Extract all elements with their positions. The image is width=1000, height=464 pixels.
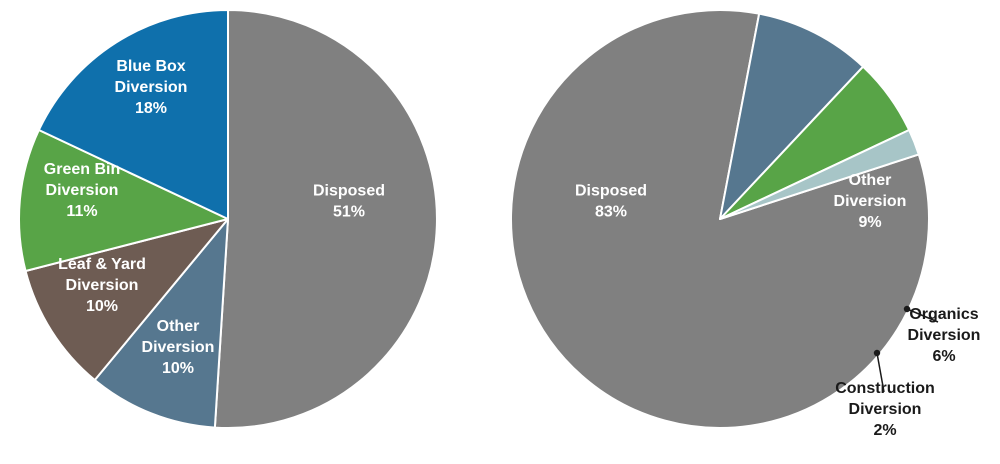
pie-chart-1: Disposed 51% Other Diversion 10% Leaf & Yard D… [18, 9, 438, 429]
pie1-data-label: Green Bin [44, 161, 120, 178]
pie2-data-label: Diversion [849, 401, 922, 418]
pie1-data-label: Diversion [142, 339, 215, 356]
pie1-data-label: Disposed [313, 183, 385, 200]
pie2-slice-construction-diversion [719, 129, 920, 220]
pie2-data-label: 6% [932, 348, 955, 365]
pie2-data-label: 9% [858, 214, 881, 231]
pie1-slice-green-bin-diversion [18, 129, 229, 272]
pie1-data-label: Diversion [66, 277, 139, 294]
pie1-slice-disposed [213, 9, 438, 429]
pie2-data-label: Diversion [908, 327, 981, 344]
pie2-data-label: 83% [595, 204, 627, 221]
pie1-data-label: Diversion [46, 182, 119, 199]
pie2-leader-line [906, 308, 939, 323]
pie1-data-label: Leaf & Yard [58, 256, 146, 273]
pie1-data-label: Diversion [115, 79, 188, 96]
pie2-data-label: 2% [873, 422, 896, 439]
pie2-slice-other-diversion [719, 12, 865, 220]
pie2-leader-dot [873, 349, 881, 357]
pie-chart-2: Disposed 83% Other Diversion 9% Organics Diver… [510, 9, 981, 439]
pie1-data-label: 10% [162, 360, 194, 377]
pie2-leader-dot [903, 305, 911, 313]
pie2-data-label: Construction [835, 380, 935, 397]
pie1-data-label: 10% [86, 298, 118, 315]
pie1-slice-leaf-yard-diversion [24, 218, 229, 382]
pie1-data-label: Blue Box [116, 58, 185, 75]
pie1-data-label: Other [157, 318, 200, 335]
pie2-data-label: Diversion [834, 193, 907, 210]
pie1-slice-other-diversion [93, 218, 229, 429]
pie1-data-label: 18% [135, 100, 167, 117]
pie2-leader-line [876, 352, 885, 393]
pie1-data-label: 11% [66, 203, 97, 220]
pie1-data-label: 51% [333, 204, 365, 221]
pie1-slice-blue-box-diversion [37, 9, 229, 220]
pie2-data-label: Organics [909, 306, 978, 323]
pie2-data-label: Other [849, 172, 892, 189]
pie2-data-label: Disposed [575, 183, 647, 200]
